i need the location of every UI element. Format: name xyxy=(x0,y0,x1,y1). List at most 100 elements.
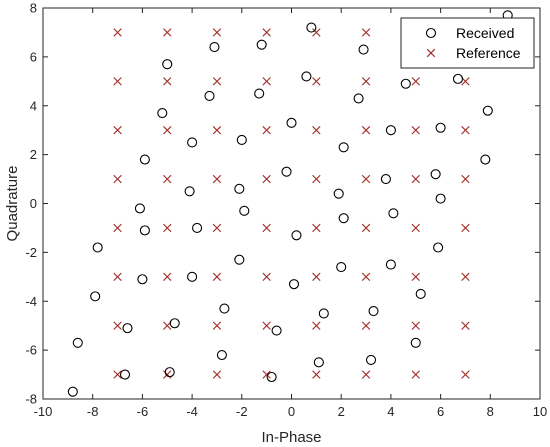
x-tick-label: 6 xyxy=(437,404,444,419)
received-point xyxy=(400,78,411,89)
reference-point xyxy=(113,125,122,135)
x-stroke xyxy=(113,125,122,135)
reference-point xyxy=(361,370,371,379)
received-point xyxy=(236,134,247,146)
received-point xyxy=(301,71,312,82)
reference-point xyxy=(361,223,371,233)
x-stroke xyxy=(212,77,222,86)
received-point xyxy=(380,174,391,185)
reference-point xyxy=(113,321,122,330)
x-stroke xyxy=(461,223,470,233)
legend-received-marker xyxy=(425,27,437,39)
received-point xyxy=(336,261,347,273)
reference-point xyxy=(212,321,222,330)
received-point xyxy=(435,193,446,204)
received-point xyxy=(134,203,145,214)
received-point xyxy=(288,279,300,290)
x-stroke xyxy=(411,125,420,135)
x-stroke xyxy=(262,370,271,379)
reference-point xyxy=(262,28,271,37)
x-tick-label: -6 xyxy=(137,404,149,419)
reference-point xyxy=(212,77,222,86)
reference-point xyxy=(312,223,321,233)
reference-point xyxy=(163,174,172,184)
reference-point xyxy=(461,125,470,135)
x-stroke xyxy=(461,370,470,379)
reference-point xyxy=(262,370,271,379)
received-point xyxy=(388,208,399,219)
x-stroke xyxy=(212,272,222,282)
reference-point xyxy=(461,370,470,379)
x-stroke xyxy=(461,77,470,86)
x-tick-label: -2 xyxy=(236,404,248,419)
received-point xyxy=(482,105,493,116)
reference-point xyxy=(411,321,420,330)
received-point xyxy=(234,183,245,194)
reference-point xyxy=(411,77,420,86)
x-stroke xyxy=(312,223,321,233)
received-point xyxy=(452,73,464,84)
received-point xyxy=(67,386,78,397)
reference-point xyxy=(163,223,172,233)
received-point xyxy=(256,39,267,50)
x-stroke xyxy=(262,28,271,37)
received-point xyxy=(209,42,220,53)
x-stroke xyxy=(411,321,420,330)
received-point xyxy=(234,254,245,265)
reference-point xyxy=(212,125,222,135)
received-point xyxy=(192,222,203,233)
legend-reference-marker xyxy=(426,48,436,58)
received-point xyxy=(271,325,282,336)
received-point xyxy=(410,337,421,348)
x-stroke xyxy=(361,28,371,37)
x-stroke xyxy=(262,223,271,233)
y-axis-title: Quadrature xyxy=(4,166,21,242)
y-tick-label: 6 xyxy=(30,49,37,64)
x-stroke xyxy=(113,28,122,37)
x-stroke xyxy=(312,28,321,37)
x-tick-label: -10 xyxy=(34,404,53,419)
x-stroke xyxy=(262,321,271,330)
reference-point xyxy=(361,28,371,37)
received-point xyxy=(239,205,250,216)
reference-point xyxy=(411,272,420,282)
reference-point xyxy=(212,174,222,184)
x-stroke xyxy=(312,370,321,379)
legend-received-label: Received xyxy=(456,25,514,41)
x-stroke xyxy=(212,223,222,233)
received-point xyxy=(415,288,426,299)
y-tick-label: 8 xyxy=(30,1,37,16)
received-point xyxy=(164,367,175,378)
reference-point xyxy=(312,272,321,282)
x-stroke xyxy=(461,125,470,135)
received-point xyxy=(187,137,198,148)
received-point xyxy=(187,271,198,282)
received-point xyxy=(90,291,101,302)
reference-point xyxy=(461,272,470,282)
reference-point xyxy=(163,125,172,135)
received-point xyxy=(338,142,349,153)
x-stroke xyxy=(312,77,321,86)
x-stroke xyxy=(411,370,420,379)
reference-point xyxy=(312,77,321,86)
reference-point xyxy=(312,125,321,135)
reference-point xyxy=(312,28,321,37)
x-stroke xyxy=(411,223,420,233)
x-stroke xyxy=(212,370,222,379)
x-stroke xyxy=(262,174,271,184)
received-point xyxy=(286,117,297,128)
legend-reference-label: Reference xyxy=(456,45,521,61)
received-point xyxy=(433,242,444,253)
reference-point xyxy=(262,174,271,184)
x-stroke xyxy=(361,125,371,135)
received-point xyxy=(313,357,324,368)
y-tick-label: -8 xyxy=(25,392,37,407)
x-stroke xyxy=(113,321,122,330)
reference-point xyxy=(212,28,222,37)
received-point xyxy=(219,303,230,314)
reference-point xyxy=(461,223,470,233)
received-point xyxy=(92,242,103,253)
x-stroke xyxy=(212,174,222,184)
x-stroke xyxy=(461,272,470,282)
